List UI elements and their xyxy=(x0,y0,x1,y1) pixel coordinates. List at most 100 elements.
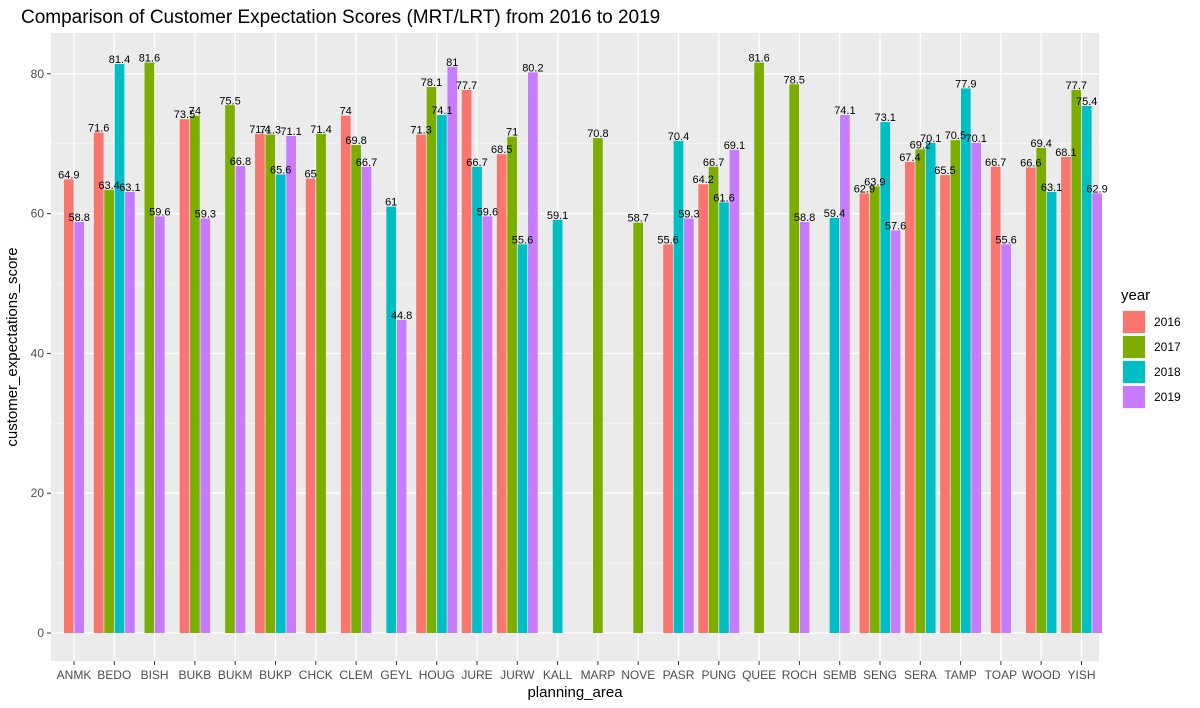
x-axis-title: planning_area xyxy=(527,684,623,701)
bar xyxy=(789,84,800,633)
bar xyxy=(517,244,528,634)
bar xyxy=(472,166,482,633)
bar xyxy=(684,218,694,634)
bar xyxy=(633,222,644,633)
data-label: 75.5 xyxy=(219,95,240,107)
data-label: 63.1 xyxy=(119,182,140,194)
x-tick-label: NOVE xyxy=(621,668,655,682)
data-label: 64.9 xyxy=(58,169,79,181)
data-label: 81.4 xyxy=(109,54,130,66)
bar xyxy=(708,166,719,633)
bar xyxy=(225,105,235,633)
x-tick-label: CLEM xyxy=(339,668,372,682)
bar xyxy=(663,244,673,634)
legend-swatch xyxy=(1123,361,1145,383)
bar xyxy=(461,89,472,633)
bar xyxy=(971,143,982,633)
data-label: 73.1 xyxy=(874,112,895,124)
data-label: 69.4 xyxy=(1030,138,1051,150)
data-label: 58.8 xyxy=(68,212,89,224)
data-label: 59.6 xyxy=(149,206,170,218)
bar xyxy=(386,206,397,634)
bar xyxy=(950,140,961,633)
bar xyxy=(416,134,426,634)
bar xyxy=(265,134,276,634)
x-tick-label: GEYL xyxy=(380,668,412,682)
legend-label: 2016 xyxy=(1154,315,1181,329)
x-tick-label: PUNG xyxy=(701,668,736,682)
x-tick-label: ROCH xyxy=(782,668,817,682)
data-label: 63.9 xyxy=(864,176,885,188)
bar xyxy=(286,136,296,633)
chart-title: Comparison of Customer Expectation Score… xyxy=(21,7,660,28)
bar xyxy=(829,217,840,634)
data-label: 55.6 xyxy=(657,234,678,246)
data-label: 77.7 xyxy=(1066,80,1087,92)
bar xyxy=(905,161,915,633)
x-tick-label: HOUG xyxy=(419,668,455,682)
legend-label: 2017 xyxy=(1154,340,1181,354)
data-label: 69.2 xyxy=(910,139,931,151)
bar xyxy=(74,221,85,634)
data-label: 68.1 xyxy=(1055,147,1076,159)
data-label: 65 xyxy=(304,169,316,181)
data-label: 58.7 xyxy=(627,213,648,225)
bars xyxy=(63,62,1102,634)
data-label: 66.7 xyxy=(985,157,1006,169)
x-tick-label: JURE xyxy=(461,668,492,682)
data-label: 80.2 xyxy=(522,62,543,74)
bar xyxy=(1046,191,1057,633)
bar xyxy=(235,166,246,633)
data-label: 66.8 xyxy=(230,156,251,168)
bar xyxy=(496,154,507,633)
bar xyxy=(507,136,517,633)
data-label: 44.8 xyxy=(391,310,412,322)
data-labels: 64.958.871.663.481.463.181.659.673.57459… xyxy=(58,53,1108,322)
x-tick-label: PASR xyxy=(663,668,695,682)
bar xyxy=(673,140,684,633)
data-label: 71.3 xyxy=(260,125,281,137)
x-tick-label: BUKP xyxy=(259,668,292,682)
x-tick-label: SERA xyxy=(904,668,937,682)
data-label: 71.6 xyxy=(88,123,109,135)
bar xyxy=(447,66,458,633)
x-tick-label: WOOD xyxy=(1022,668,1061,682)
bar xyxy=(859,193,870,633)
bar xyxy=(915,149,926,634)
data-label: 77.9 xyxy=(955,78,976,90)
bar xyxy=(890,230,901,633)
bar xyxy=(869,186,880,633)
data-label: 71 xyxy=(506,127,518,139)
data-label: 61.6 xyxy=(713,192,734,204)
data-label: 59.1 xyxy=(547,210,568,222)
bar xyxy=(275,174,286,633)
y-tick-label: 20 xyxy=(31,486,45,500)
bar xyxy=(200,218,211,634)
data-label: 71.4 xyxy=(249,124,270,136)
data-label: 57.6 xyxy=(885,220,906,232)
bar xyxy=(1025,167,1036,633)
data-label: 69.1 xyxy=(724,140,745,152)
x-tick-label: BEDO xyxy=(97,668,131,682)
bar xyxy=(316,133,326,633)
data-label: 63.1 xyxy=(1041,182,1062,194)
x-tick-label: JURW xyxy=(500,668,535,682)
bar xyxy=(114,64,125,633)
data-label: 68.5 xyxy=(491,144,512,156)
x-tick-label: BUKM xyxy=(218,668,253,682)
x-tick-label: MARP xyxy=(581,668,616,682)
legend-label: 2018 xyxy=(1154,365,1181,379)
bar xyxy=(1092,193,1102,633)
x-tick-label: TAMP xyxy=(944,668,976,682)
data-label: 81.6 xyxy=(748,53,769,65)
data-label: 74 xyxy=(340,106,352,118)
data-label: 66.7 xyxy=(466,157,487,169)
y-tick-label: 0 xyxy=(37,626,44,640)
data-label: 74.1 xyxy=(431,105,452,117)
legend-swatch xyxy=(1123,386,1145,408)
data-label: 63.4 xyxy=(98,180,119,192)
bar xyxy=(144,62,155,634)
x-tick-label: YISH xyxy=(1067,668,1095,682)
bar xyxy=(990,166,1001,633)
